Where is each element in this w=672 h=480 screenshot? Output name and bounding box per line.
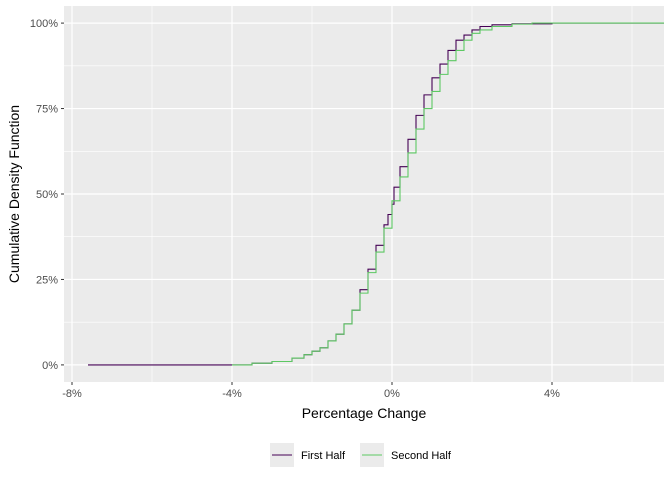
- grid-major: [64, 6, 664, 382]
- legend: First Half Second Half: [270, 443, 452, 467]
- y-tick-label: 75%: [36, 104, 58, 116]
- x-tick-label: 0%: [384, 388, 400, 400]
- y-tick-label: 50%: [36, 189, 58, 201]
- series-lines: [88, 22, 664, 366]
- y-axis-title: Cumulative Density Function: [6, 105, 22, 283]
- series-line-second-half: [232, 22, 664, 366]
- y-tick-label: 100%: [30, 18, 58, 30]
- y-tick-label: 0%: [42, 360, 58, 372]
- x-axis: -8% -4% 0% 4%: [62, 382, 560, 400]
- x-axis-title: Percentage Change: [302, 405, 427, 421]
- x-tick-label: -8%: [62, 388, 82, 400]
- legend-label-second-half: Second Half: [391, 450, 452, 462]
- y-axis: 0% 25% 50% 75% 100%: [30, 18, 64, 372]
- legend-label-first-half: First Half: [301, 450, 346, 462]
- x-tick-label: -4%: [222, 388, 242, 400]
- x-tick-label: 4%: [544, 388, 560, 400]
- y-tick-label: 25%: [36, 274, 58, 286]
